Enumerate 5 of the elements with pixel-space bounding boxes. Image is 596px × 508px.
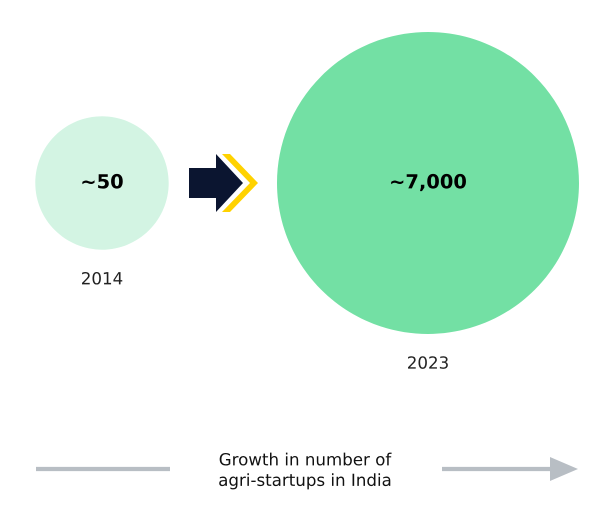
category-label: 2023 — [408, 356, 448, 369]
category-label: 2014 — [82, 272, 122, 285]
data-label: ~50 — [82, 174, 123, 189]
text: Growth in number of agri-startups in India — [219, 452, 392, 490]
data-label: ~7,000 — [391, 174, 466, 192]
